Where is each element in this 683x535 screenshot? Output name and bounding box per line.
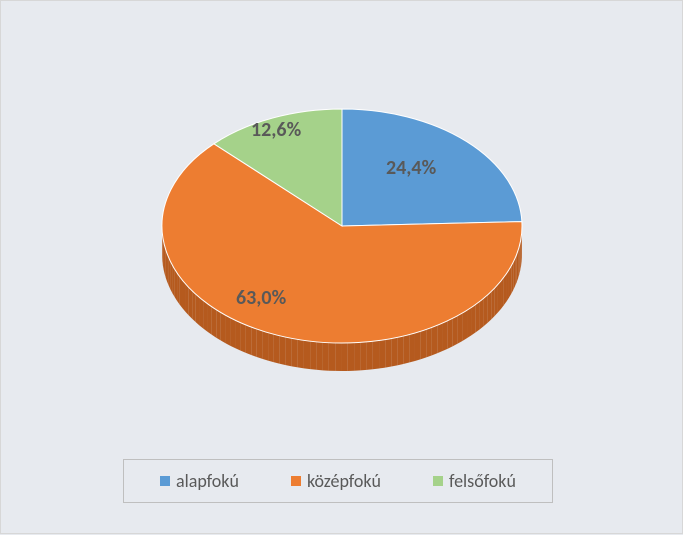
slice-label-kozepfoku: 63,0% <box>236 286 286 310</box>
slice-label-alapfoku: 24,4% <box>386 156 436 180</box>
legend-label-alapfoku: alapfokú <box>176 470 239 492</box>
pie-chart-svg <box>1 1 683 535</box>
legend-item-alapfoku: alapfokú <box>160 470 239 492</box>
legend-swatch-alapfoku <box>160 476 170 486</box>
legend-swatch-felsofoku <box>433 476 443 486</box>
legend-item-felsofoku: felsőfokú <box>433 470 516 492</box>
legend-label-kozepfoku: középfokú <box>307 470 381 492</box>
pie-chart-container: alapfokú középfokú felsőfokú 24,4% 63,0% 12,… <box>0 0 683 534</box>
slice-label-felsofoku: 12,6% <box>251 118 301 142</box>
legend: alapfokú középfokú felsőfokú <box>123 459 553 503</box>
legend-item-kozepfoku: középfokú <box>291 470 381 492</box>
legend-swatch-kozepfoku <box>291 476 301 486</box>
legend-label-felsofoku: felsőfokú <box>449 470 516 492</box>
